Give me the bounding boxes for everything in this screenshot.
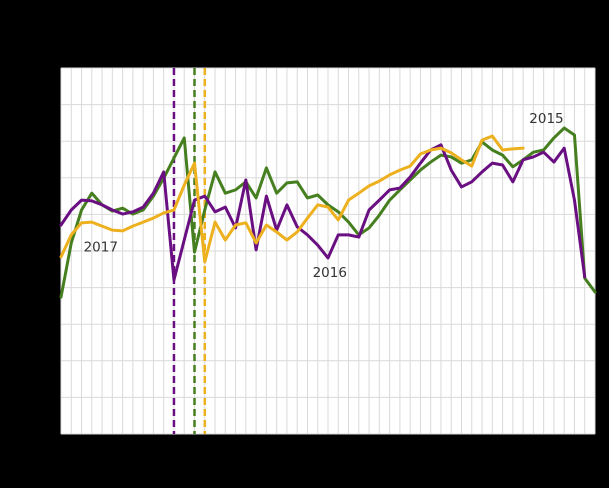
- series-line-2017: [59, 134, 525, 264]
- annotation-2016: 2016: [313, 265, 347, 281]
- series-line-2016: [59, 143, 587, 282]
- annotation-2017: 2017: [84, 239, 118, 255]
- gridlines: [60, 67, 596, 435]
- annotation-2015: 2015: [529, 111, 563, 127]
- series-line-2015: [59, 126, 597, 299]
